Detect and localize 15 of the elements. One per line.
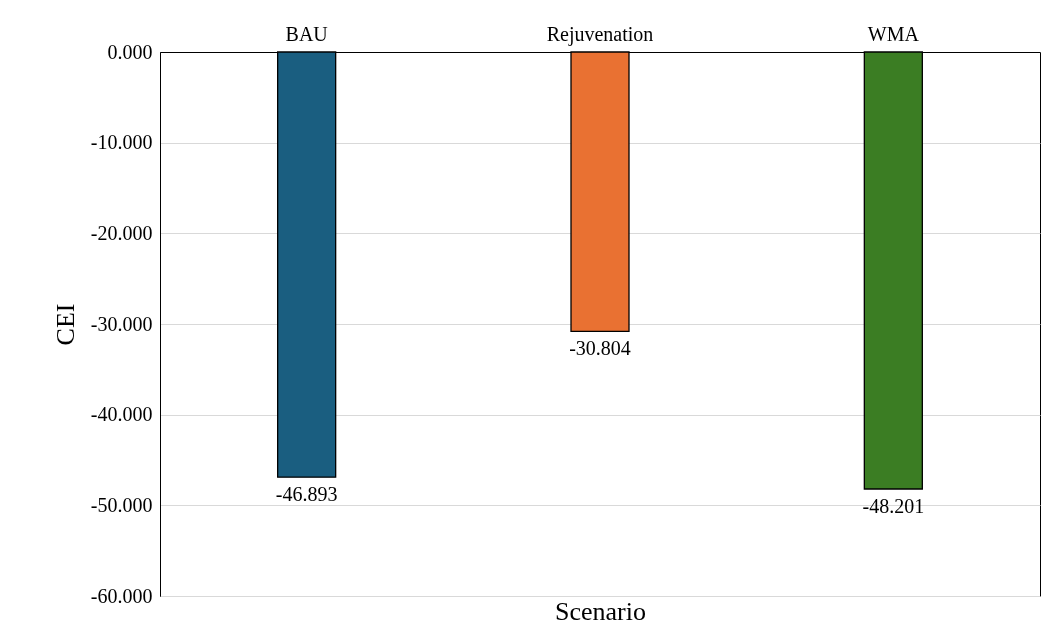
- y-tick-label: -20.000: [90, 221, 153, 244]
- data-label: -46.893: [275, 483, 338, 506]
- y-axis-title: CEI: [50, 303, 80, 346]
- x-axis-title: Scenario: [555, 596, 646, 626]
- y-tick-label: -40.000: [90, 403, 153, 426]
- x-tick-label: Rejuvenation: [546, 22, 654, 46]
- y-tick-label: -10.000: [90, 131, 153, 154]
- y-tick-label: -30.000: [90, 312, 153, 335]
- x-tick-label: WMA: [867, 22, 920, 45]
- data-label: -30.804: [569, 337, 631, 360]
- x-tick-label: BAU: [285, 22, 329, 45]
- data-label: -48.201: [862, 495, 925, 518]
- y-tick-label: -50.000: [90, 493, 153, 516]
- y-tick-label: -60.000: [90, 584, 153, 607]
- y-tick-label: 0.000: [107, 40, 153, 63]
